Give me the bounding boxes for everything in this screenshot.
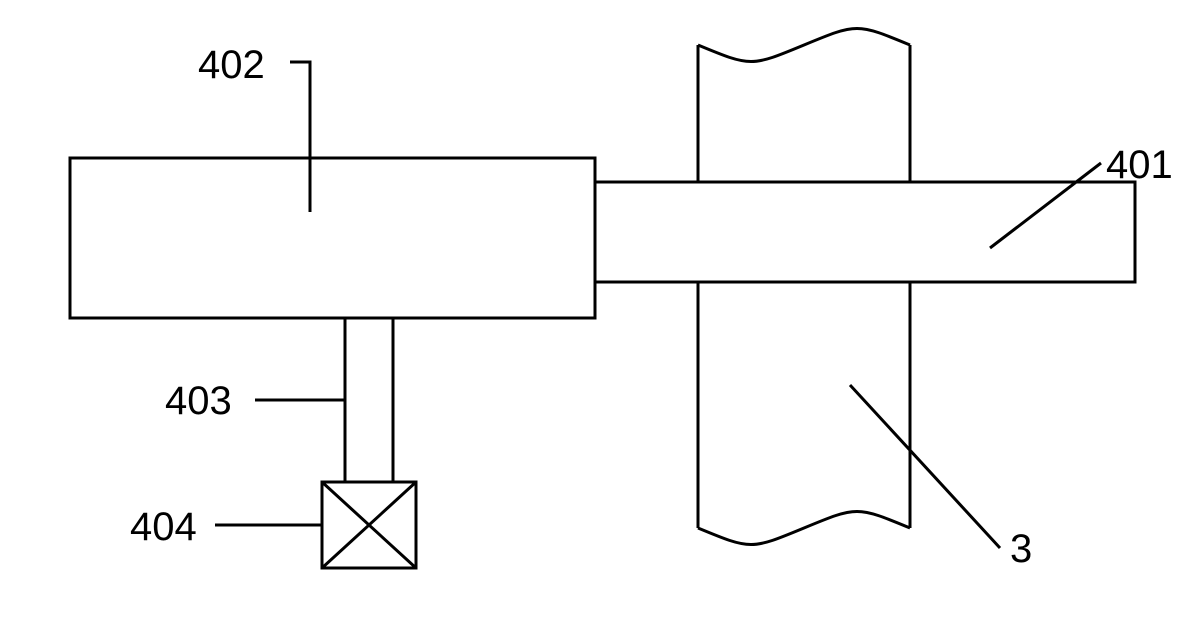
label-3: 3 <box>1010 527 1032 571</box>
part-403-stem <box>345 318 393 482</box>
label-404: 404 <box>130 505 197 549</box>
part-3-vertical <box>698 29 910 545</box>
part-404-crossbox <box>322 482 416 568</box>
label-401: 401 <box>1106 143 1173 187</box>
label-403: 403 <box>165 379 232 423</box>
label-402: 402 <box>198 43 265 87</box>
part-401-box <box>595 182 1135 282</box>
part-402-box <box>70 158 595 318</box>
schematic-diagram: 402 401 403 404 3 <box>0 0 1198 622</box>
